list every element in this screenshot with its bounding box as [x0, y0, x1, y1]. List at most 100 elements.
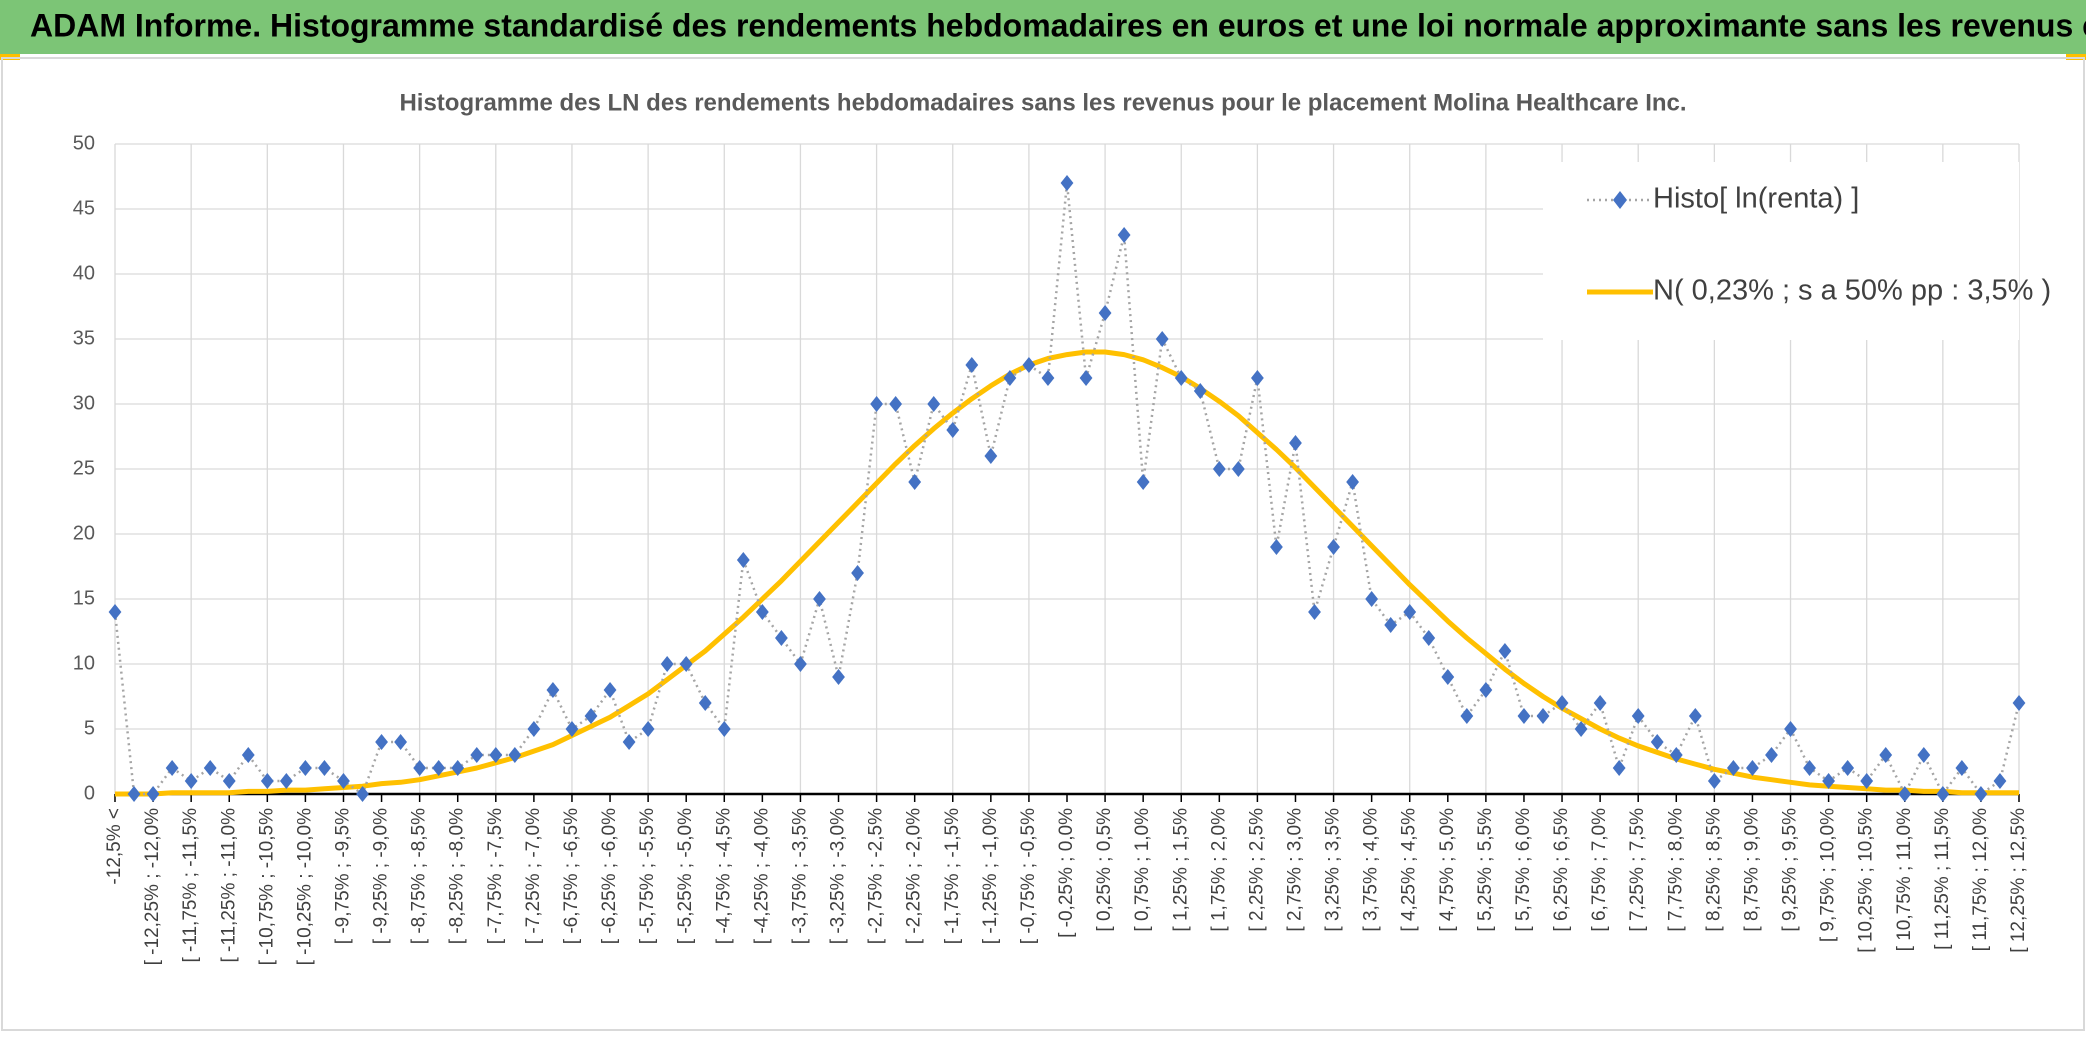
x-tick-label: [ -6,25% ; -6,0% [599, 808, 620, 944]
histogram-point [717, 721, 731, 737]
x-tick-label: [ -2,75% ; -2,5% [866, 808, 887, 944]
x-tick-label: [ 9,25% ; 9,5% [1780, 808, 1801, 932]
y-tick-label: 50 [73, 132, 95, 154]
histogram-point [1079, 370, 1093, 386]
histogram-point [1422, 630, 1436, 646]
grid: 0 5 10 15 20 25 30 35 40 45 50 -12,5% < [ -12,25% ; … [73, 132, 2029, 965]
x-tick-label: [ 7,75% ; 8,0% [1665, 808, 1686, 932]
histogram-point [375, 734, 388, 750]
histogram-point [584, 708, 598, 724]
histogram-point [698, 695, 712, 711]
histogram-point [1879, 747, 1893, 763]
x-tick-label: [ -9,75% ; -9,5% [332, 808, 353, 944]
histogram-point [318, 760, 331, 776]
x-tick-label: [ 3,75% ; 4,0% [1361, 808, 1382, 932]
histogram-point [222, 773, 236, 789]
x-tick-label: [ -7,25% ; -7,0% [523, 808, 544, 944]
y-tick-label: 25 [73, 457, 95, 479]
x-tick-label: [ 0,75% ; 1,0% [1132, 808, 1153, 932]
x-tick-label: [ -11,75% ; -11,5% [180, 808, 201, 963]
histogram-point [1212, 461, 1226, 477]
x-tick-label: [ -0,75% ; -0,5% [1018, 808, 1039, 944]
x-tick-label: [ 12,25% ; 12,5% [2008, 808, 2029, 953]
x-tick-label: [ -10,75% ; -10,5% [256, 808, 277, 965]
x-tick-label: [ 9,75% ; 10,0% [1818, 808, 1839, 942]
histogram-point [1822, 773, 1835, 789]
histogram-point [1403, 604, 1417, 620]
histogram-point [984, 448, 998, 464]
histogram-point [946, 422, 960, 438]
histogram-point [1746, 760, 1759, 776]
histogram-point [1441, 669, 1455, 685]
x-tick-label: [ 11,25% ; 11,5% [1932, 808, 1953, 950]
histogram-point [1117, 227, 1131, 243]
histogram-point [965, 357, 979, 373]
histogram-point [1707, 773, 1721, 789]
histogram-point [908, 474, 922, 490]
x-tick-label: [ -6,75% ; -6,5% [561, 808, 582, 944]
legend: Histo[ ln(renta) ] N( 0,23% ; s a 50% pp … [1543, 162, 2051, 340]
y-tick-label: 15 [73, 587, 95, 609]
title-bar [0, 0, 2086, 54]
histogram-point [794, 656, 807, 672]
histogram-point [1346, 474, 1359, 490]
histogram-point [394, 734, 407, 750]
chart-border [1, 57, 2085, 1031]
x-tick-label: [ 8,75% ; 9,0% [1741, 808, 1762, 932]
histogram-point [1384, 617, 1398, 633]
histogram-point [1917, 747, 1931, 763]
histogram-point [432, 760, 446, 776]
histogram-point [2012, 695, 2026, 711]
y-tick-label: 40 [73, 262, 95, 284]
histogram-point [1060, 175, 1074, 191]
histogram-point [146, 786, 160, 802]
histogram-point [1098, 305, 1112, 321]
x-tick-label: [ -4,25% ; -4,0% [751, 808, 772, 944]
histogram-point [813, 591, 826, 607]
x-tick-label: [ 4,25% ; 4,5% [1399, 808, 1420, 932]
histogram-point [1574, 721, 1588, 737]
histogram-point [1688, 708, 1702, 724]
histogram-point [1498, 643, 1512, 659]
x-tick-label: [ -7,75% ; -7,5% [485, 808, 506, 944]
histogram-point [679, 656, 693, 672]
x-tick-label: [ 6,25% ; 6,5% [1551, 808, 1572, 932]
histogram-point [1555, 695, 1569, 711]
histogram-point [603, 682, 617, 698]
histogram-point [1327, 539, 1340, 555]
histogram-point [1308, 604, 1321, 620]
histogram-point [413, 760, 427, 776]
histogram-point [546, 682, 560, 698]
x-tick-label: [ -1,75% ; -1,5% [942, 808, 963, 944]
x-tick-label: [ 10,75% ; 11,0% [1894, 808, 1915, 951]
histogram-point [1860, 773, 1874, 789]
histogram-point [1536, 708, 1550, 724]
histogram-point [1936, 786, 1950, 802]
x-tick-label: [ -10,25% ; -10,0% [294, 808, 315, 965]
histogram-point [165, 760, 179, 776]
histogram-point [1650, 734, 1664, 750]
histogram-point [108, 604, 122, 620]
histogram-point [1174, 370, 1188, 386]
x-tick-label: [ -4,75% ; -4,5% [713, 808, 734, 944]
histogram-point [1003, 370, 1017, 386]
page-title: ADAM Informe. Histogramme standardisé de… [30, 7, 2086, 43]
x-tick-label: [ 8,25% ; 8,5% [1703, 808, 1724, 932]
x-tick-label: [ 5,75% ; 6,0% [1513, 808, 1534, 932]
histogram-point [1593, 695, 1607, 711]
histogram-point [565, 721, 579, 737]
x-tick-label: [ -12,25% ; -12,0% [142, 808, 163, 965]
histogram-point [203, 760, 217, 776]
x-tick-label: [ 7,25% ; 7,5% [1627, 808, 1648, 932]
histogram-point [1974, 786, 1988, 802]
histogram-point [1041, 370, 1055, 386]
histogram-point [1479, 682, 1493, 698]
histogram-point [184, 773, 198, 789]
histogram-point [832, 669, 845, 685]
histogram-point [1193, 383, 1207, 399]
legend-box [1543, 162, 2019, 340]
histogram-point [1727, 760, 1740, 776]
x-tick-label: [ -9,25% ; -9,0% [371, 808, 392, 944]
x-tick-label: [ -8,25% ; -8,0% [447, 808, 468, 944]
x-tick-label: [ 6,75% ; 7,0% [1589, 808, 1610, 932]
